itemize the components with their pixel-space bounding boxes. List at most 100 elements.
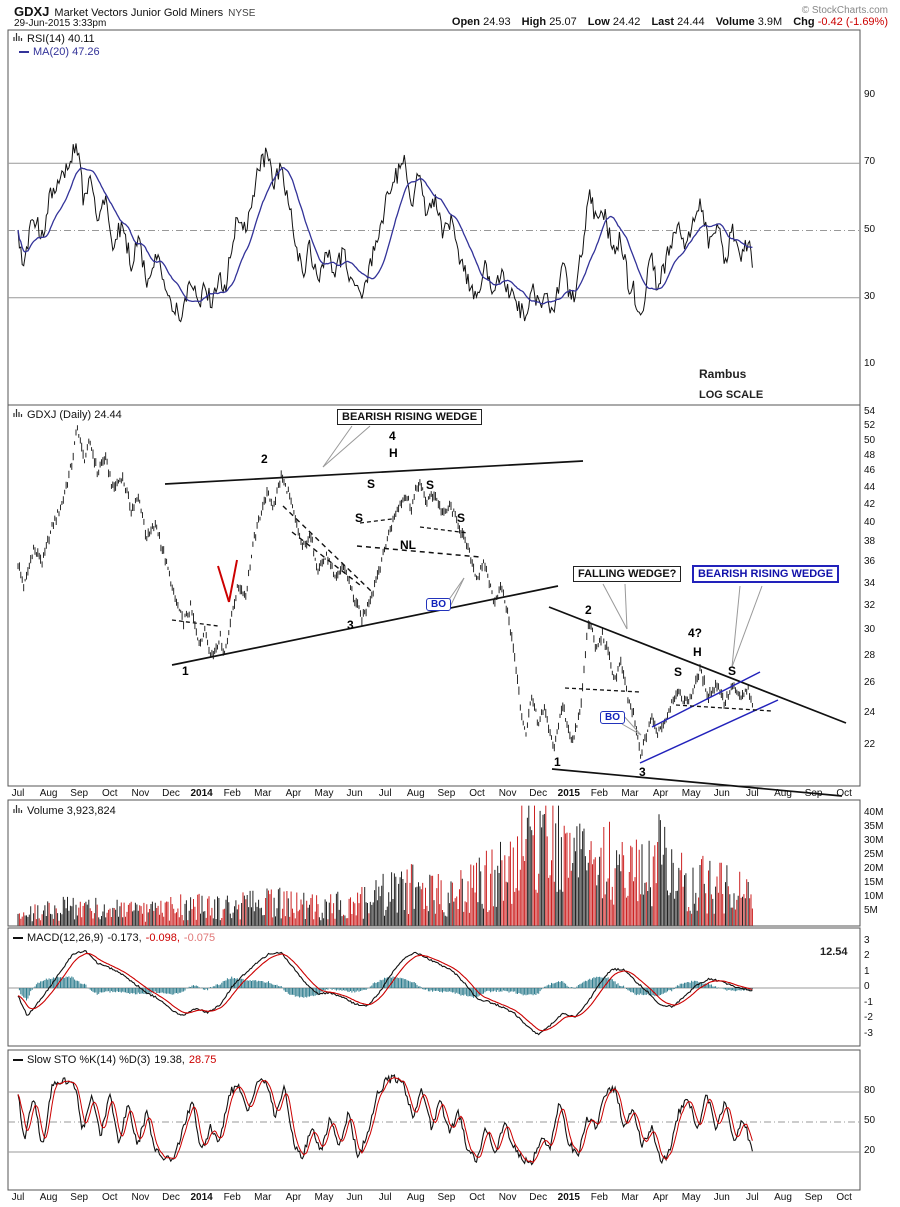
wave-label: 3 [347, 618, 354, 632]
x-axis-label: Jul [11, 788, 25, 799]
rsi-ma-legend: MA(20) 47.26 [19, 46, 100, 58]
x-axis-label: May [681, 788, 701, 799]
y-axis-label-price: 26 [864, 677, 876, 689]
y-axis-label-price: 40 [864, 517, 876, 529]
x-axis-label: Sep [437, 788, 456, 799]
annotation-bearish-rising-wedge-2: BEARISH RISING WEDGE [692, 565, 840, 583]
volume-legend: Volume 3,923,824 [13, 804, 116, 817]
x-axis-label: Jul [378, 788, 392, 799]
x-axis-label: Aug [39, 1192, 58, 1203]
quote-line: Open 24.93 High 25.07 Low 24.42 Last 24.… [444, 16, 888, 28]
wave-label: 4 [389, 429, 396, 443]
x-axis-label: Apr [285, 1192, 302, 1203]
macd-line-icon [13, 937, 23, 939]
sto-value-2: 28.75 [188, 1054, 217, 1066]
y-axis-label-volume: 25M [864, 849, 884, 860]
y-axis-label-macd: 0 [864, 981, 870, 992]
x-axis-label: Dec [162, 1192, 180, 1203]
price-legend: GDXJ (Daily) 24.44 [13, 408, 122, 421]
instrument-name: Market Vectors Junior Gold Miners [54, 7, 224, 19]
annotation-falling-wedge: FALLING WEDGE? [573, 566, 682, 582]
y-axis-label-rsi: 90 [864, 89, 876, 100]
y-axis-label-price: 48 [864, 449, 876, 461]
x-axis-label: Oct [836, 1192, 852, 1203]
x-axis-label: May [314, 788, 334, 799]
y-axis-label-price: 50 [864, 434, 876, 446]
wave-label: S [426, 478, 435, 492]
y-axis-label-volume: 20M [864, 863, 884, 874]
y-axis-label-macd: -1 [864, 996, 873, 1008]
y-axis-label-volume: 15M [864, 877, 884, 888]
x-axis-label: Oct [469, 1192, 485, 1203]
ma-line-icon [19, 51, 29, 53]
x-axis-label: Nov [131, 788, 150, 799]
x-axis-label: Feb [590, 1192, 608, 1203]
y-axis-label-macd: 2 [864, 950, 870, 961]
x-axis-label: Mar [254, 1192, 272, 1203]
x-axis-label: Apr [652, 788, 669, 799]
x-axis-label: Sep [70, 788, 89, 799]
y-axis-label-price: 44 [864, 481, 876, 493]
x-axis-label: Aug [39, 788, 58, 799]
wave-label: 2 [261, 452, 268, 466]
mini-chart-icon [13, 32, 23, 45]
high-value: 25.07 [549, 16, 577, 28]
rsi-legend-text: RSI(14) 40.11 [27, 32, 95, 45]
x-axis-label: Jul [11, 1192, 25, 1203]
low-label: Low [587, 16, 610, 28]
annotation-breakout-1: BO [426, 598, 451, 611]
x-axis-label: Jun [713, 788, 730, 799]
sto-line-icon [13, 1059, 23, 1061]
rsi-ma-legend-text: MA(20) 47.26 [33, 46, 100, 58]
mini-chart-icon [13, 408, 23, 421]
y-axis-label-rsi: 10 [864, 358, 876, 369]
x-axis-label: 2014 [190, 788, 213, 799]
y-axis-label-price: 24 [864, 706, 876, 718]
y-axis-label-volume: 35M [864, 821, 884, 832]
y-axis-label-volume: 10M [864, 891, 884, 902]
y-axis-label-price: 32 [864, 600, 876, 612]
y-axis-label-rsi: 30 [864, 290, 876, 302]
macd-value-1: -0.173, [107, 932, 142, 944]
x-axis-label: Nov [498, 788, 517, 799]
timestamp: 29-Jun-2015 3:33pm [14, 18, 107, 29]
y-axis-label-volume: 30M [864, 835, 884, 846]
macd-legend: MACD(12,26,9) -0.173, -0.098, -0.075 [13, 932, 215, 944]
x-axis-label: Apr [285, 788, 302, 799]
x-axis-label: Apr [652, 1192, 669, 1203]
x-axis-label: Oct [102, 1192, 118, 1203]
rsi-legend: RSI(14) 40.11 [13, 32, 95, 45]
y-axis-label-sto: 50 [864, 1115, 876, 1126]
wave-label: 2 [585, 603, 592, 617]
y-axis-label-price: 46 [864, 465, 876, 477]
price-legend-text: GDXJ (Daily) 24.44 [27, 408, 122, 421]
high-label: High [521, 16, 547, 28]
volume-label: Volume [715, 16, 755, 28]
exchange: NYSE [228, 8, 256, 19]
x-axis-label: Aug [406, 788, 425, 799]
y-axis-label-price: 30 [864, 624, 876, 636]
wave-label: 4? [688, 626, 703, 640]
chg-value: -0.42 (-1.69%) [817, 16, 888, 28]
x-axis-label: Oct [469, 788, 485, 799]
wave-label: NL [400, 538, 416, 552]
watermark-rambus: Rambus [699, 367, 747, 381]
wave-label: S [457, 511, 466, 525]
y-axis-label-rsi: 50 [864, 223, 876, 235]
x-axis-label: Dec [162, 788, 180, 799]
y-axis-label-price: 52 [864, 419, 876, 431]
mini-chart-icon [13, 804, 23, 817]
x-axis-label: Jul [745, 788, 759, 799]
annotation-bearish-rising-wedge-1: BEARISH RISING WEDGE [337, 409, 483, 425]
wave-label: H [693, 645, 702, 659]
x-axis-label: Dec [529, 788, 548, 799]
low-value: 24.42 [612, 16, 641, 28]
x-axis-label: Aug [774, 1192, 792, 1203]
x-axis-label: Sep [437, 1192, 456, 1203]
y-axis-label-macd: -2 [864, 1012, 873, 1023]
x-axis-label: Sep [804, 1192, 823, 1203]
x-axis-label: Mar [621, 788, 639, 799]
x-axis-label: Aug [406, 1192, 425, 1203]
y-axis-label-macd: 3 [864, 934, 870, 946]
